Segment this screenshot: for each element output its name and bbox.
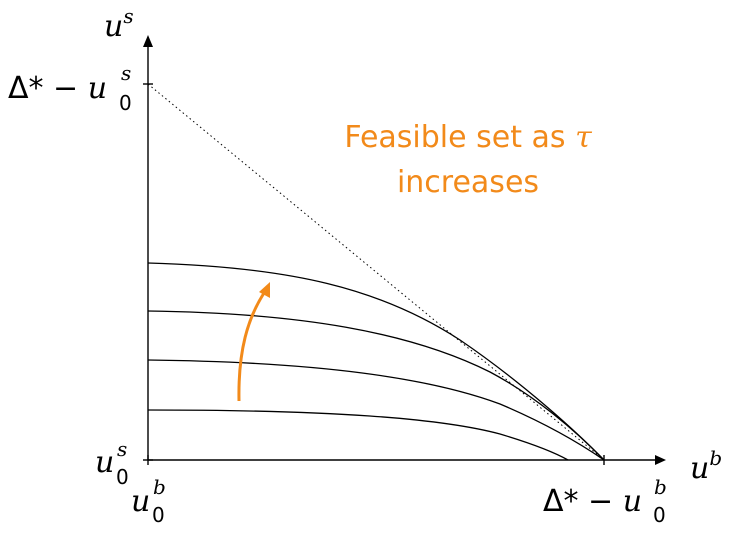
y-top-tick-label-sup: s (121, 61, 131, 85)
annotation-line-1: Feasible set as τ (344, 120, 592, 155)
x-origin-tick-label-sub: 0 (152, 503, 165, 527)
feasible-set-curve-2 (147, 359, 605, 461)
y-origin-tick-label-sup: s (117, 437, 127, 461)
x-right-tick-label-sup: b (654, 475, 667, 499)
tau-increase-arrowhead (259, 282, 270, 298)
y-origin-tick-label: u (95, 445, 114, 480)
annotation-line-2: increases (397, 165, 539, 200)
y-axis-label: us (104, 4, 134, 44)
feasible-set-curve-3 (147, 310, 605, 461)
x-axis-arrowhead (655, 455, 666, 465)
feasible-set-curve-4 (147, 262, 605, 461)
x-origin-tick-label-sup: b (153, 475, 166, 499)
y-axis-arrowhead (143, 35, 153, 47)
y-origin-tick-label-sub: 0 (116, 465, 129, 489)
feasible-set-curve-1 (147, 409, 569, 461)
y-top-tick-label-sub: 0 (119, 91, 132, 115)
x-axis-label: ub (690, 446, 722, 486)
tau-increase-arrow (237, 292, 266, 402)
x-right-tick-label-sub: 0 (653, 503, 666, 527)
x-right-tick-label: Δ* − u (543, 484, 642, 519)
x-origin-tick-label: u (131, 484, 150, 519)
y-top-tick-label: Δ* − u (8, 71, 107, 106)
